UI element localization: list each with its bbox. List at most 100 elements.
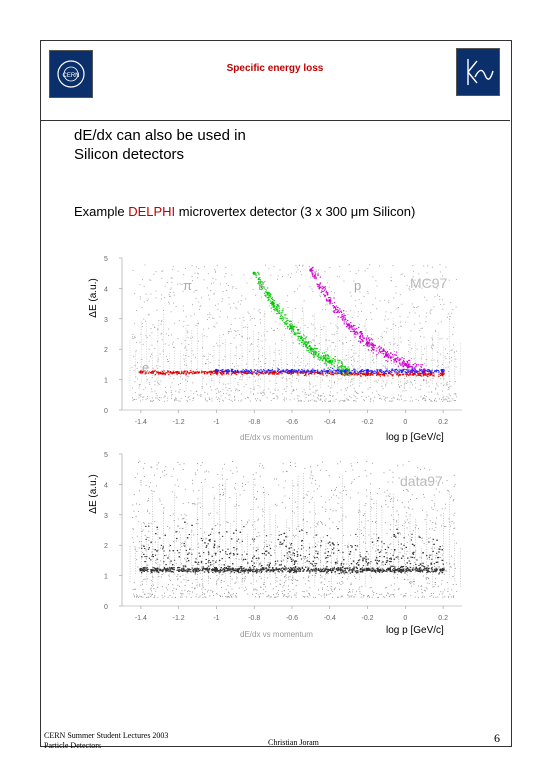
background-point [304, 467, 306, 469]
background-point [283, 590, 285, 591]
background-point [155, 290, 157, 292]
data-point [212, 370, 215, 372]
background-point [336, 526, 338, 528]
data-point [260, 369, 262, 371]
background-point [146, 564, 148, 566]
background-point [257, 385, 259, 387]
background-point [423, 589, 425, 591]
data-point [417, 370, 419, 373]
background-point [434, 399, 436, 401]
background-point [155, 271, 157, 273]
background-point [357, 536, 358, 537]
background-point [304, 369, 306, 371]
background-point [312, 546, 314, 548]
background-point [234, 366, 236, 368]
data-point [286, 317, 288, 319]
background-point [192, 336, 193, 338]
background-point [270, 310, 272, 312]
striations [129, 309, 461, 392]
background-point [376, 285, 378, 287]
background-point [293, 323, 295, 325]
data-point [434, 370, 436, 372]
background-point [162, 471, 164, 473]
background-point [197, 323, 199, 325]
background-point [412, 306, 414, 308]
data-point [209, 372, 211, 374]
background-point [342, 342, 344, 344]
data-point [387, 371, 389, 373]
background-point [144, 372, 146, 374]
data-point [240, 372, 242, 374]
background-point [374, 297, 376, 299]
background-point [449, 315, 451, 317]
data-point [428, 370, 430, 373]
background-point [179, 376, 181, 378]
background-point [393, 497, 395, 499]
data-point [280, 318, 283, 320]
data-point [344, 315, 346, 317]
background-point [261, 340, 263, 342]
data-point [343, 317, 345, 319]
data-point [408, 373, 410, 376]
background-point [184, 360, 186, 362]
background-point [184, 364, 186, 366]
background-point [250, 277, 252, 279]
data-point [313, 369, 315, 371]
background-point [205, 596, 207, 598]
data-point [271, 304, 273, 306]
background-point [264, 393, 266, 395]
data-point [265, 294, 267, 296]
data-point [231, 569, 233, 571]
background-point [339, 340, 341, 342]
background-point [235, 483, 237, 484]
data-point [386, 370, 388, 372]
background-point [205, 538, 207, 540]
background-point [203, 593, 205, 595]
data-point [437, 369, 439, 372]
background-point [168, 575, 170, 577]
background-point [355, 300, 357, 302]
background-point [410, 396, 412, 398]
background-point [160, 323, 162, 325]
data-point [370, 342, 372, 344]
background-point [212, 317, 214, 319]
background-point [213, 565, 214, 567]
background-point [205, 363, 206, 365]
data-point [324, 295, 326, 297]
background-point [214, 269, 216, 271]
x-tick-label: -0.8 [248, 419, 260, 426]
background-point [297, 269, 299, 271]
background-point [437, 385, 439, 387]
background-point [340, 461, 341, 463]
background-point [414, 476, 416, 478]
background-point [197, 543, 199, 545]
background-point [410, 581, 412, 583]
background-point [173, 294, 175, 296]
data-point [340, 370, 342, 372]
data-point [259, 372, 261, 374]
data-point [370, 372, 372, 375]
data-point [154, 374, 156, 376]
background-point [379, 394, 381, 396]
data-point [276, 372, 279, 375]
data-point [257, 370, 260, 372]
data-point [378, 372, 380, 374]
background-point [432, 509, 434, 510]
background-point [270, 596, 272, 598]
background-point [450, 302, 452, 304]
data-point [215, 373, 217, 375]
data-point [210, 370, 212, 372]
background-point [282, 376, 284, 378]
data-point [320, 287, 322, 289]
data-point [279, 317, 281, 320]
background-point [276, 395, 277, 397]
background-point [215, 270, 216, 272]
background-point [145, 484, 147, 486]
background-point [357, 368, 359, 370]
data-point [268, 294, 271, 297]
data-point [439, 372, 442, 374]
background-point [139, 460, 141, 462]
background-point [396, 521, 398, 523]
background-point [251, 344, 253, 346]
data-point [337, 371, 339, 373]
